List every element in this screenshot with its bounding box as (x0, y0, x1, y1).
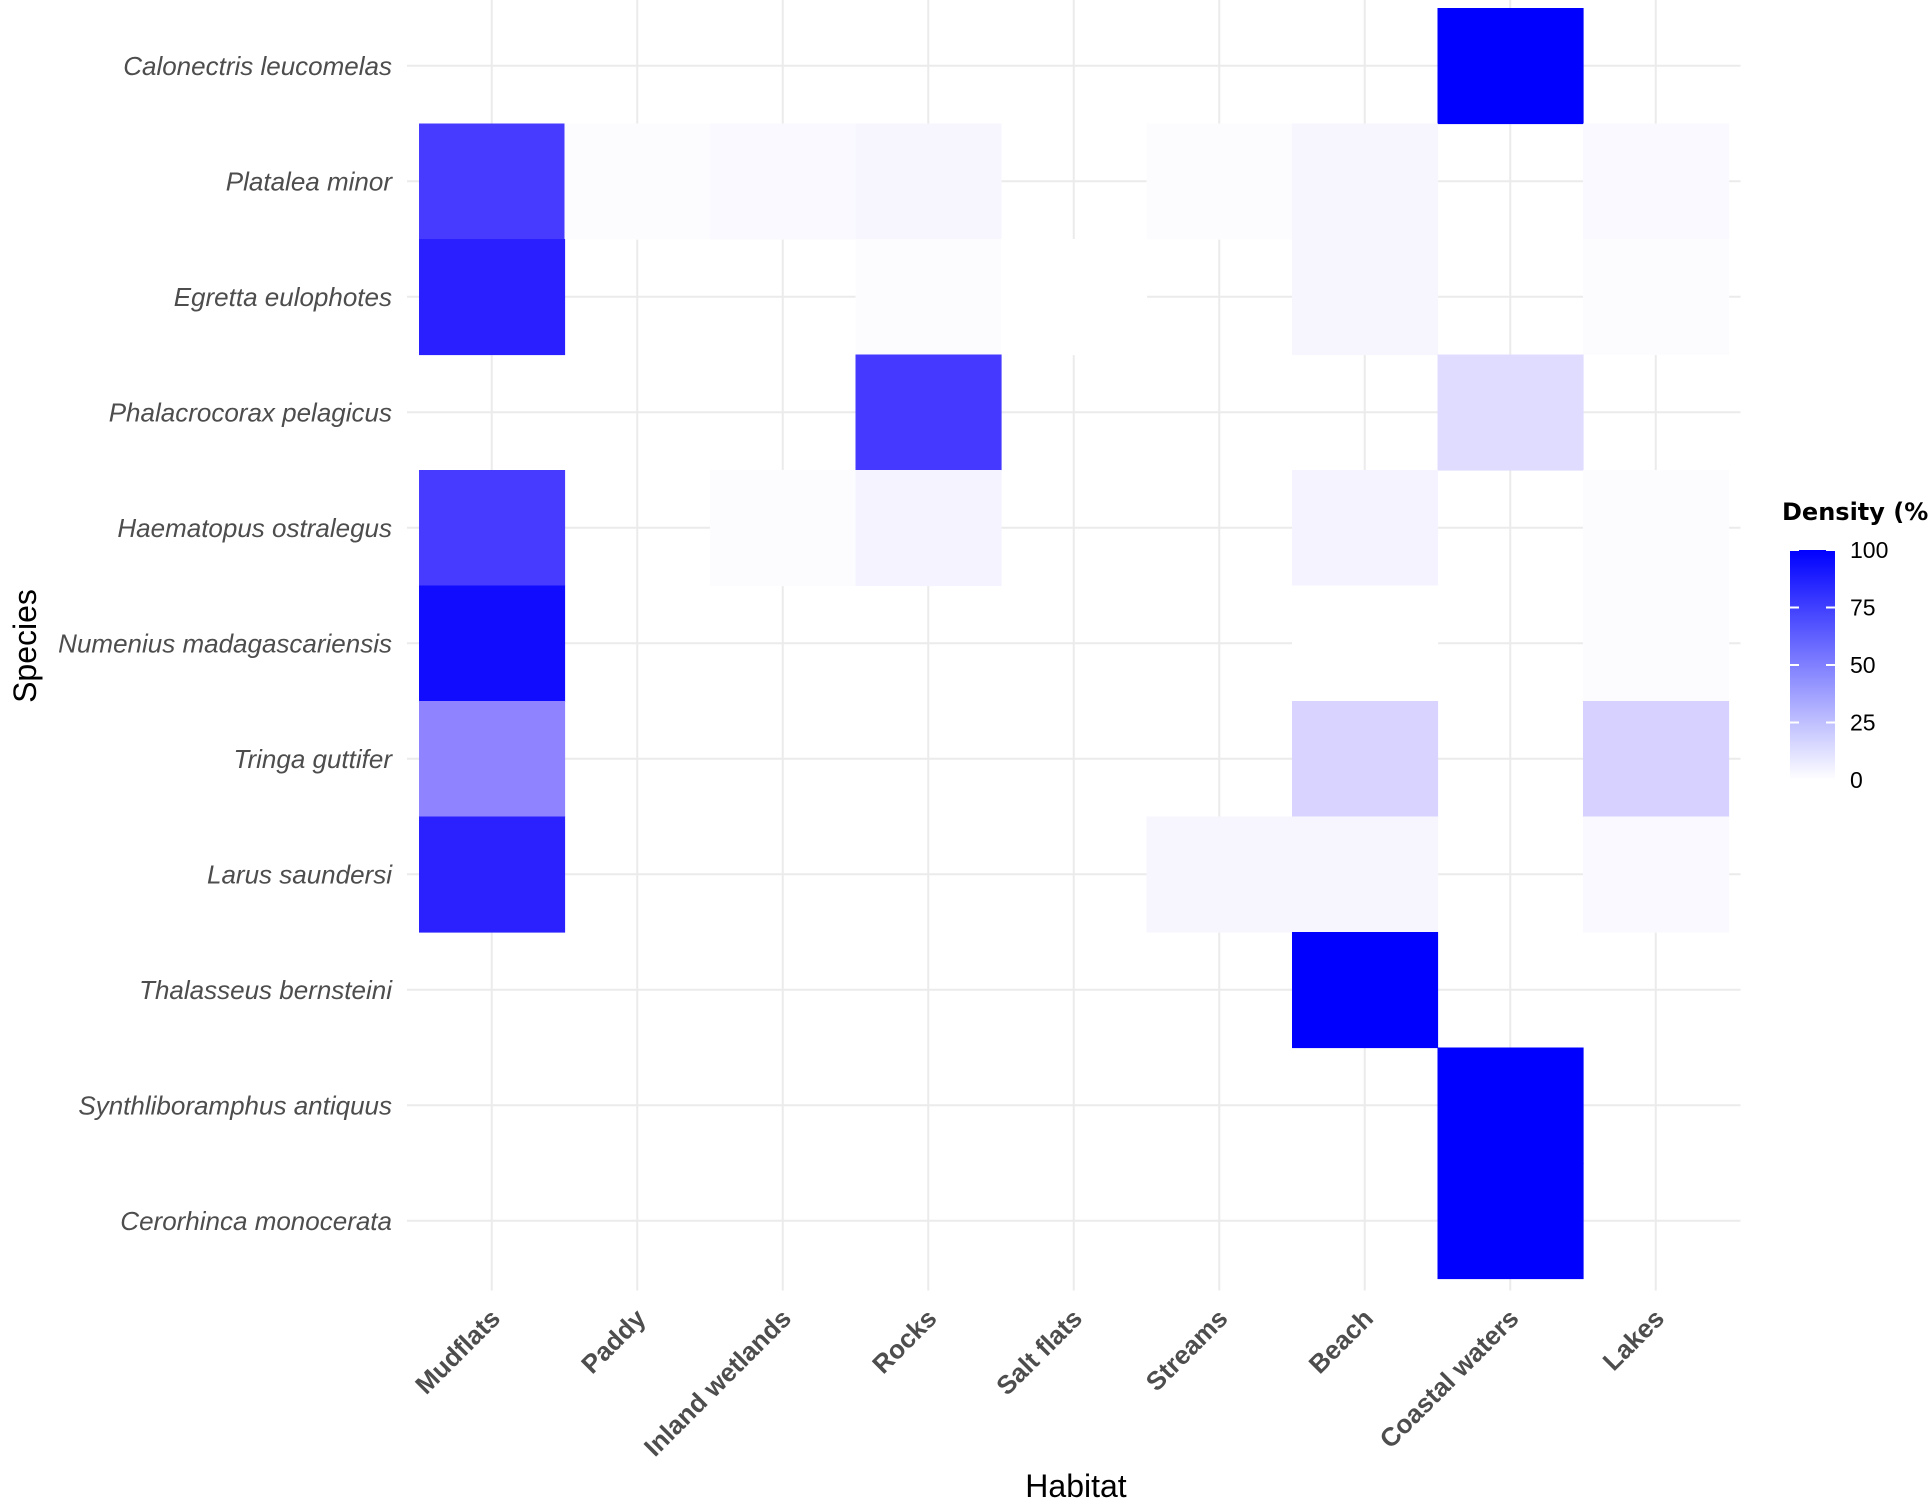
x-tick-label: Beach (1303, 1303, 1379, 1379)
heatmap-cell-tringa-guttifer-mudflats (419, 701, 566, 818)
y-tick-label: Egretta eulophotes (174, 282, 392, 312)
y-tick-label: Platalea minor (226, 166, 394, 196)
heatmap-cell-platalea-minor-paddy (564, 123, 711, 240)
legend-tick-label: 25 (1850, 710, 1876, 736)
y-tick-label: Calonectris leucomelas (123, 51, 392, 81)
heatmap-cell-egretta-eulophotes-lakes (1583, 239, 1730, 356)
heatmap-cells (419, 8, 1730, 1280)
heatmap-cell-larus-saundersi-streams (1146, 816, 1293, 933)
y-axis-title: Species (7, 589, 43, 703)
y-tick-label: Larus saundersi (207, 859, 393, 889)
heatmap-cell-synthliboramphus-antiquus-coastal-waters (1437, 1047, 1584, 1164)
x-tick-label: Coastal waters (1374, 1303, 1525, 1454)
legend-title: Density (%) (1782, 498, 1929, 526)
legend: Density (%) 100 75 50 25 0 (1782, 498, 1929, 793)
legend-ticks: 100 75 50 25 0 (1790, 537, 1888, 793)
heatmap-cell-platalea-minor-inland-wetlands (710, 123, 857, 240)
y-tick-label: Synthliboramphus antiquus (78, 1090, 392, 1120)
heatmap-cell-tringa-guttifer-lakes (1583, 701, 1730, 818)
heatmap-cell-tringa-guttifer-beach (1292, 701, 1439, 818)
y-tick-label: Cerorhinca monocerata (120, 1206, 392, 1236)
heatmap-cell-platalea-minor-beach (1292, 123, 1439, 240)
heatmap-cell-larus-saundersi-beach (1292, 816, 1439, 933)
y-axis-ticks: Calonectris leucomelas Platalea minor Egre… (58, 51, 393, 1236)
heatmap-cell-larus-saundersi-lakes (1583, 816, 1730, 933)
heatmap-cell-platalea-minor-mudflats (419, 123, 566, 240)
y-tick-label: Numenius madagascariensis (58, 628, 392, 658)
heatmap-cell-egretta-eulophotes-beach (1292, 239, 1439, 356)
heatmap-cell-platalea-minor-rocks (855, 123, 1002, 240)
heatmap-cell-phalacrocorax-pelagicus-rocks (855, 354, 1002, 471)
legend-tick-label: 0 (1850, 767, 1863, 793)
heatmap-cell-haematopus-ostralegus-inland-wetlands (710, 470, 857, 587)
legend-tick-label: 50 (1850, 652, 1876, 678)
heatmap-cell-numenius-madagascariensis-beach (1292, 585, 1439, 702)
heatmap-cell-phalacrocorax-pelagicus-coastal-waters (1437, 354, 1584, 471)
x-tick-label: Lakes (1597, 1303, 1670, 1376)
y-tick-label: Tringa guttifer (234, 744, 394, 774)
y-tick-label: Thalasseus bernsteini (139, 975, 393, 1005)
x-tick-label: Inland wetlands (638, 1303, 797, 1462)
heatmap-cell-cerorhinca-monocerata-coastal-waters (1437, 1163, 1584, 1280)
heatmap-cell-haematopus-ostralegus-beach (1292, 470, 1439, 587)
y-tick-label: Phalacrocorax pelagicus (109, 397, 392, 427)
heatmap-cell-haematopus-ostralegus-rocks (855, 470, 1002, 587)
x-tick-label: Paddy (575, 1303, 652, 1380)
x-tick-label: Streams (1140, 1303, 1234, 1397)
heatmap-cell-thalasseus-bernsteini-beach (1292, 932, 1439, 1049)
heatmap-cell-egretta-eulophotes-mudflats (419, 239, 566, 356)
heatmap-cell-numenius-madagascariensis-lakes (1583, 585, 1730, 702)
x-tick-label: Mudflats (409, 1303, 506, 1400)
x-tick-label: Salt flats (990, 1303, 1088, 1401)
heatmap-cell-egretta-eulophotes-salt-flats (1001, 239, 1148, 356)
x-axis-title: Habitat (1025, 1468, 1127, 1504)
heatmap-cell-numenius-madagascariensis-mudflats (419, 585, 566, 702)
legend-tick-label: 100 (1850, 537, 1888, 563)
heatmap-cell-platalea-minor-lakes (1583, 123, 1730, 240)
y-tick-label: Haematopus ostralegus (117, 513, 392, 543)
heatmap-cell-platalea-minor-streams (1146, 123, 1293, 240)
heatmap-cell-haematopus-ostralegus-lakes (1583, 470, 1730, 587)
legend-tick-label: 75 (1850, 595, 1876, 621)
heatmap-cell-haematopus-ostralegus-mudflats (419, 470, 566, 587)
x-tick-label: Rocks (866, 1303, 942, 1379)
heatmap-cell-larus-saundersi-mudflats (419, 816, 566, 933)
heatmap-cell-calonectris-leucomelas-coastal-waters (1437, 8, 1584, 125)
heatmap-cell-egretta-eulophotes-rocks (855, 239, 1002, 356)
